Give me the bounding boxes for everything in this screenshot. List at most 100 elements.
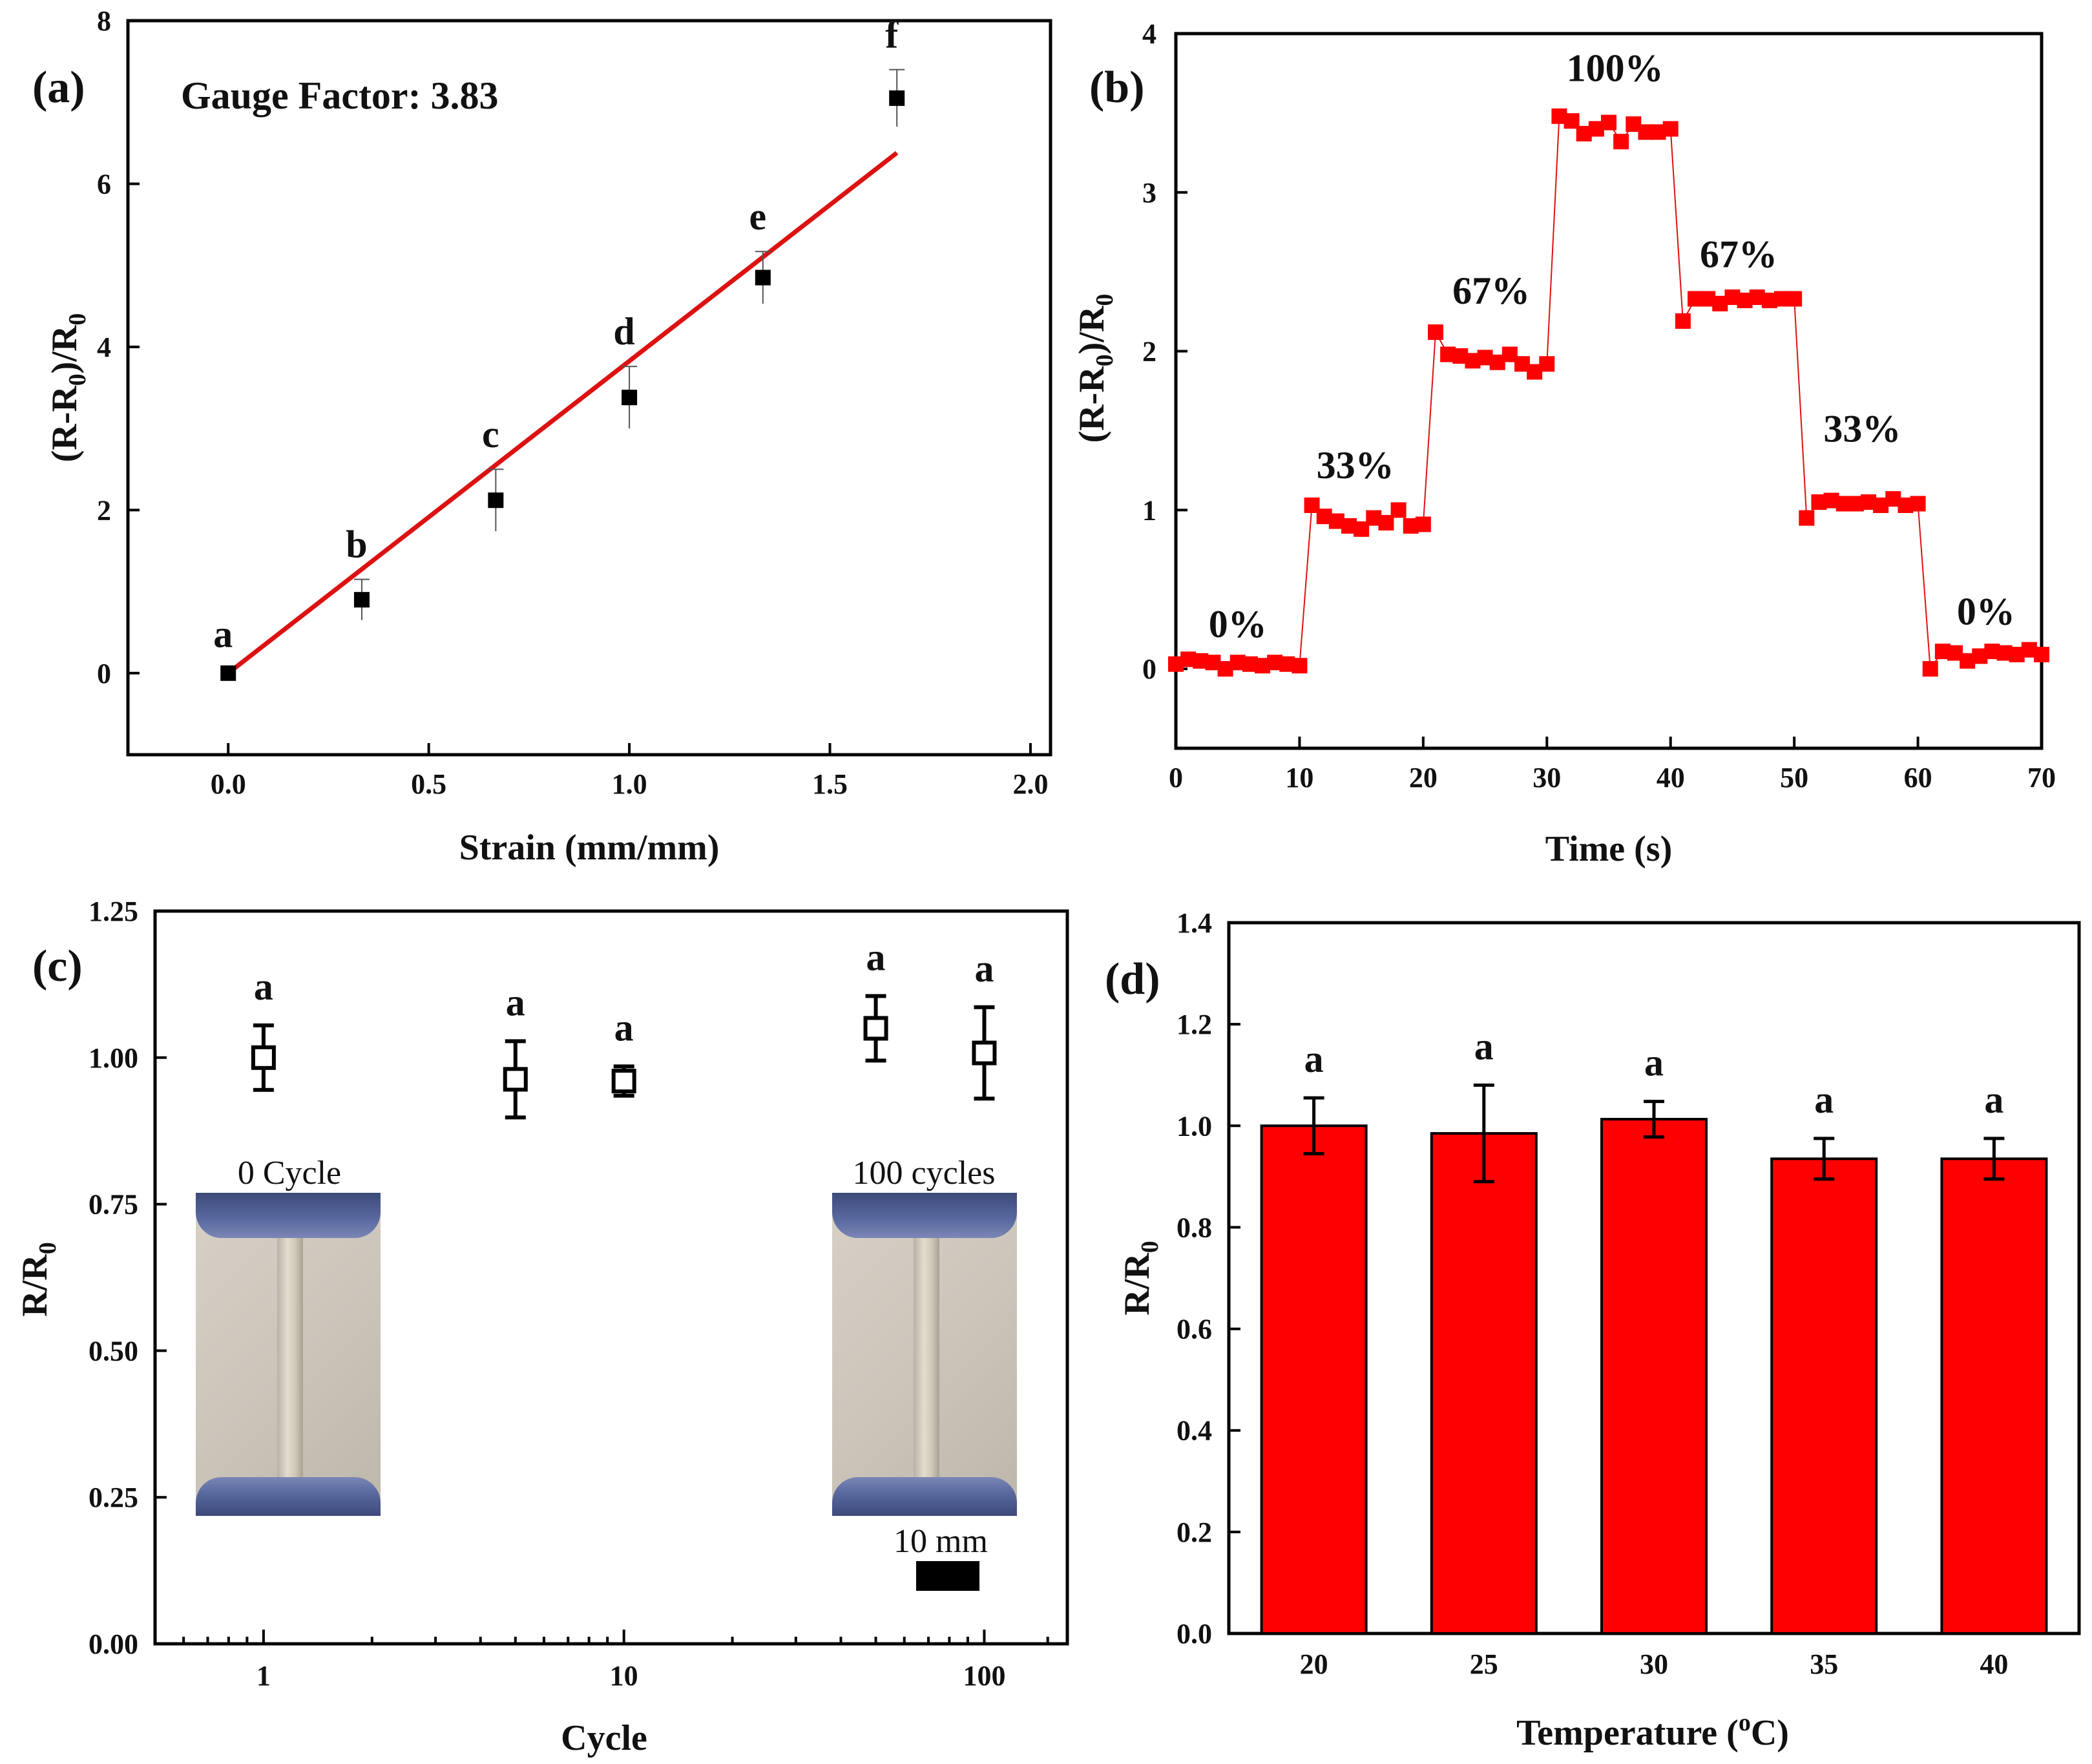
panel-a-ytick-label: 4: [97, 331, 111, 363]
panel-a-xlabel: Strain (mm/mm): [459, 828, 720, 868]
panel-b-step-label: 33%: [1317, 444, 1394, 487]
scale-bar: [916, 1561, 979, 1591]
panel-d-label: (d): [1105, 954, 1160, 1004]
panel-d-ytick-label: 1.0: [1177, 1110, 1212, 1142]
panel-d: (d) Temperature (oC) R/R0 0.00.20.40.60.…: [1105, 907, 2081, 1753]
panel-d-xtick-label: 40: [1980, 1648, 2008, 1680]
panel-b-ylabel: (R-R0)/R0: [1072, 294, 1118, 443]
panel-a-data-point: [488, 492, 504, 509]
scale-bar-label: 10 mm: [894, 1523, 988, 1560]
panel-b-step-label: 100%: [1567, 47, 1664, 90]
panel-d-bar-label: a: [1474, 1025, 1494, 1067]
panel-d-bar-label: a: [1814, 1078, 1834, 1121]
panel-c-data-point: [251, 1045, 276, 1070]
panel-b: (b) Time (s) (R-R0)/R0 0 10 20 30 40 50 60 70 0 1…: [1072, 18, 2056, 869]
panel-a-label: (a): [32, 63, 85, 112]
panel-b-frame: [1174, 32, 2044, 750]
panel-a-point-label: b: [346, 523, 367, 566]
specimen-strip: [277, 1219, 303, 1490]
panel-b-xtick-label: 50: [1780, 762, 1808, 793]
panel-b-ytick-label: 4: [1142, 18, 1156, 50]
linear-fit-line: [227, 151, 899, 675]
panel-a-data-point: [755, 269, 771, 286]
panel-a-data-point: [220, 665, 236, 681]
panel-a-ytick-label: 8: [97, 5, 111, 37]
panel-b-step-label: 0%: [1957, 590, 2015, 633]
specimen-strip: [913, 1219, 939, 1490]
panel-d-bar: [1260, 1124, 1368, 1635]
panel-d-ytick-label: 0.2: [1177, 1517, 1212, 1548]
panel-c-frame: [153, 909, 1069, 1646]
panel-b-label: (b): [1089, 63, 1145, 112]
panel-c-data-point: [972, 1040, 997, 1066]
panel-d-ylabel: R/R0: [1117, 1241, 1164, 1315]
inset-left-label: 0 Cycle: [238, 1155, 341, 1192]
panel-c-xtick-label: 100: [963, 1660, 1005, 1692]
panel-b-ytick-label: 1: [1142, 494, 1156, 526]
panel-a-data-point: [622, 390, 638, 406]
panel-d-bar: [1940, 1157, 2048, 1635]
panel-c-label: (c): [32, 941, 83, 991]
panel-c: (c) Cycle R/R0 0 Cycle 100 cycles 10 mm …: [15, 896, 1069, 1758]
panel-c-ytick-label: 0.00: [89, 1628, 138, 1660]
panel-a: (a) Gauge Factor: 3.83 Strain (mm/mm) (R…: [32, 5, 1052, 868]
panel-b-xtick-label: 10: [1285, 762, 1313, 793]
panel-d-bar: [1600, 1118, 1708, 1635]
panel-d-xtick-label: 20: [1300, 1648, 1328, 1680]
panel-b-data-point: [1786, 291, 1803, 307]
panel-a-xtick-label: 0.0: [211, 768, 246, 800]
panel-c-point-label: a: [506, 981, 525, 1024]
glove-top: [196, 1193, 381, 1238]
panel-b-xtick-label: 40: [1657, 762, 1685, 793]
panel-c-ytick-label: 1.00: [89, 1042, 138, 1074]
panel-b-step-label: 67%: [1700, 233, 1777, 275]
panel-a-ytick-label: 6: [97, 168, 111, 200]
panel-b-data-point: [1613, 134, 1629, 150]
panel-c-xtick-label: 1: [256, 1660, 271, 1692]
panel-b-ytick-label: 2: [1142, 336, 1156, 368]
panel-d-bar: [1430, 1132, 1538, 1635]
panel-b-data-point: [1675, 313, 1691, 329]
panel-c-ylabel: R/R0: [15, 1242, 61, 1316]
panel-a-data-point: [889, 90, 905, 106]
panel-d-xtick-label: 35: [1810, 1648, 1838, 1680]
panel-c-ytick-label: 0.50: [89, 1335, 138, 1367]
panel-c-data-point: [503, 1067, 528, 1092]
panel-b-data-point: [1662, 121, 1679, 137]
panel-c-point-label: a: [254, 965, 273, 1008]
panel-b-xtick-label: 20: [1409, 762, 1438, 793]
panel-c-point-label: a: [866, 936, 886, 979]
panel-c-ticks: 1 10 100 0.00 0.25 0.50 0.75 1.00 1.25: [89, 896, 1049, 1692]
panel-c-ytick-label: 0.25: [89, 1482, 138, 1513]
panel-d-xlabel: Temperature (oC): [1516, 1709, 1789, 1753]
panel-a-fit-layer: [227, 151, 899, 675]
panel-c-data-point: [611, 1069, 636, 1094]
panel-d-bar-label: a: [1984, 1078, 2003, 1121]
panel-b-data-point: [1390, 502, 1407, 518]
panel-b-data-point: [1601, 114, 1616, 131]
panel-b-step-label: 33%: [1823, 408, 1901, 450]
panel-c-marks: a a a a a: [251, 936, 997, 1120]
panel-d-marks: a a a a a: [1260, 1025, 2048, 1635]
photo-inset-100-cycles: [832, 1193, 1017, 1516]
panel-b-xtick-label: 70: [2027, 762, 2056, 793]
panel-d-ytick-label: 0.0: [1177, 1618, 1212, 1650]
panel-b-ytick-label: 0: [1142, 653, 1156, 685]
panel-b-data-point: [2034, 646, 2049, 662]
panel-a-point-label: c: [482, 413, 499, 456]
panel-a-ytick-label: 2: [97, 494, 111, 526]
panel-a-data-point: [353, 592, 370, 608]
panel-b-marks: 0% 33% 67% 100% 67% 33% 0%: [1168, 47, 2049, 677]
panel-a-ylabel: (R-R0)/R0: [45, 313, 91, 463]
panel-b-data-point: [1415, 516, 1431, 532]
panel-d-ytick-label: 1.2: [1177, 1009, 1212, 1040]
panel-b-data-point: [1799, 510, 1815, 526]
glove-bottom: [196, 1477, 381, 1516]
panel-a-marks: a b c d e f: [213, 14, 905, 681]
photo-inset-0-cycle: [196, 1193, 381, 1516]
panel-d-xtick-label: 30: [1640, 1648, 1668, 1680]
panel-b-xtick-label: 60: [1904, 762, 1932, 793]
panel-c-xlabel: Cycle: [561, 1718, 647, 1758]
panel-d-bar-label: a: [1304, 1038, 1324, 1080]
